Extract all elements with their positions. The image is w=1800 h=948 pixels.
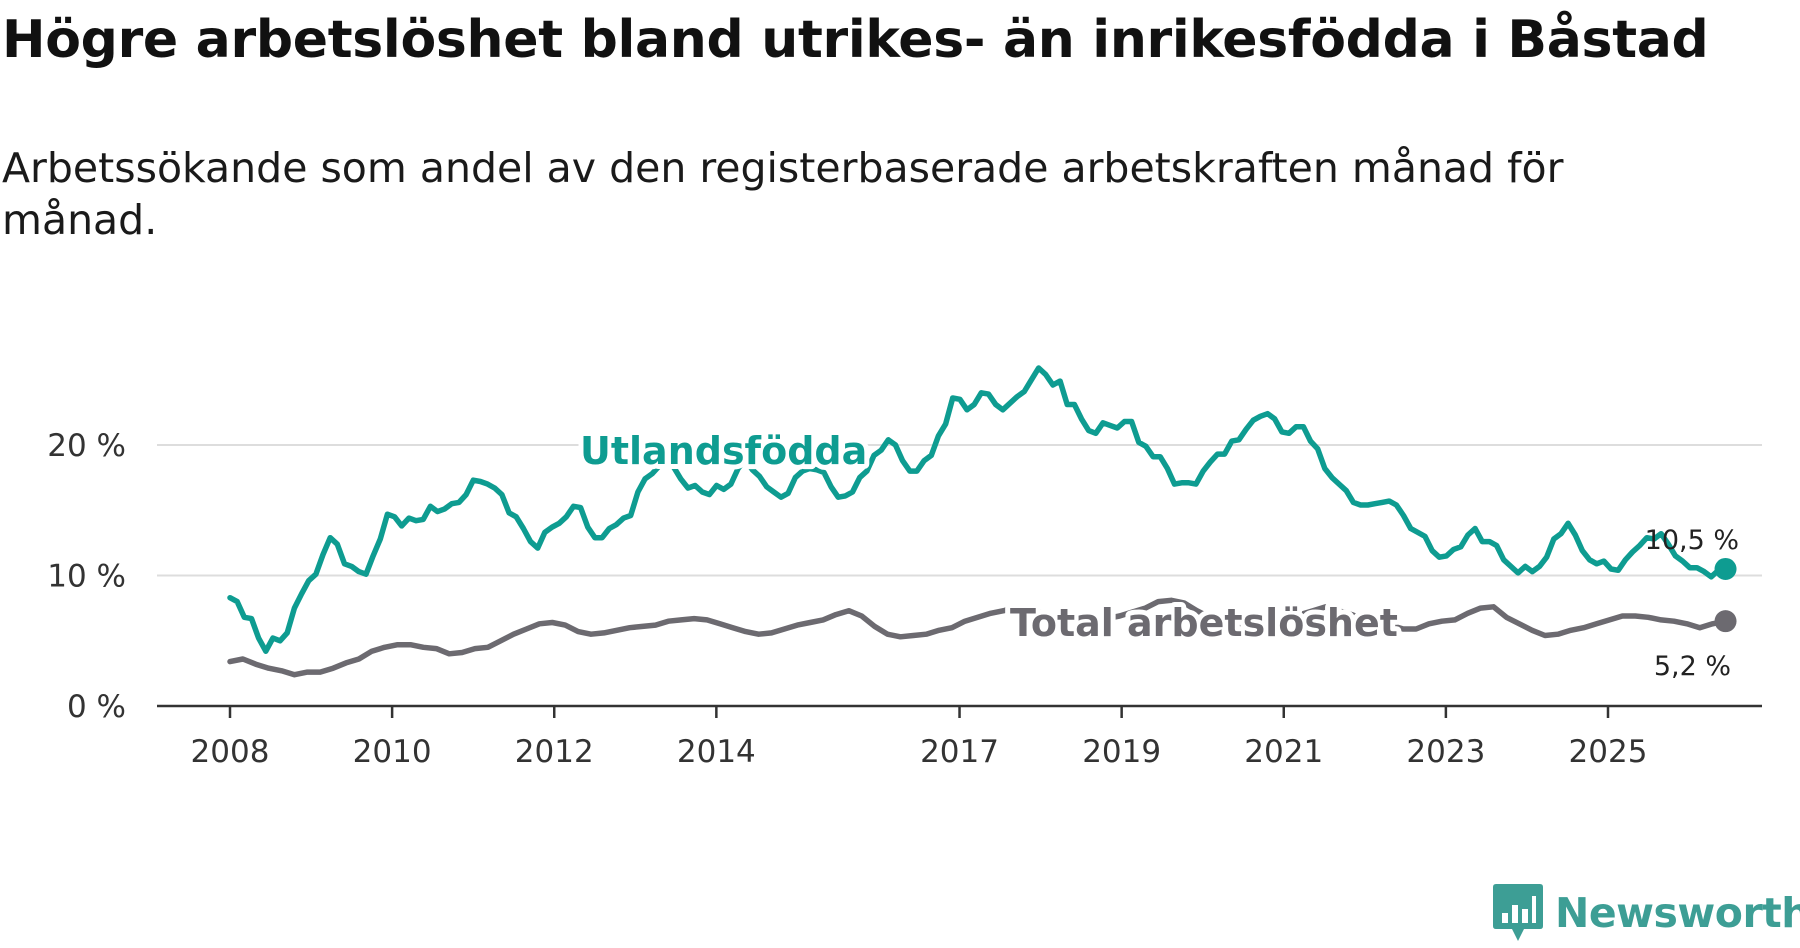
end-value-utlandsfodda: 10,5 %: [1645, 525, 1739, 556]
x-tick-label: 2023: [1406, 734, 1485, 770]
bar-chart-speech-icon: [1493, 884, 1543, 941]
x-tick-label: 2008: [191, 734, 270, 770]
end-point-utlandsfodda: [1714, 557, 1737, 580]
y-tick-label: 20 %: [47, 428, 126, 464]
x-tick-label: 2021: [1244, 734, 1323, 770]
end-value-total: 5,2 %: [1654, 651, 1731, 682]
x-tick-label: 2010: [353, 734, 432, 770]
x-tick-label: 2012: [515, 734, 594, 770]
series-line-total: [227, 597, 1729, 678]
brand-name: Newsworthy: [1555, 888, 1800, 937]
series-label-utlandsfodda: Utlandsfödda: [580, 429, 867, 473]
series-labels: Utlandsfödda Total arbetslöshet 10,5 % 5,2 …: [575, 424, 1739, 682]
gridlines: [157, 444, 1762, 708]
brand-logo: Newsworthy: [1493, 884, 1800, 942]
x-tick-label: 2014: [677, 734, 756, 770]
chart-title: Högre arbetslöshet bland utrikes- än inr…: [2, 10, 1709, 70]
series-label-total: Total arbetslöshet: [1010, 601, 1398, 645]
end-point-total: [1714, 610, 1737, 633]
series-line-utlandsfodda: [227, 365, 1729, 654]
y-tick-label: 0 %: [67, 689, 126, 725]
x-tick-label: 2025: [1569, 734, 1648, 770]
x-tick-label: 2019: [1082, 734, 1161, 770]
axis-ticks: 0 % 10 % 20 % 2008 2010 2012 2014 2017 2019 2021 2…: [47, 428, 1647, 770]
y-tick-label: 10 %: [47, 559, 126, 595]
chart-subtitle: Arbetssökande som andel av den registerb…: [2, 144, 1564, 244]
series-lines: [227, 365, 1737, 678]
x-tick-label: 2017: [920, 734, 999, 770]
